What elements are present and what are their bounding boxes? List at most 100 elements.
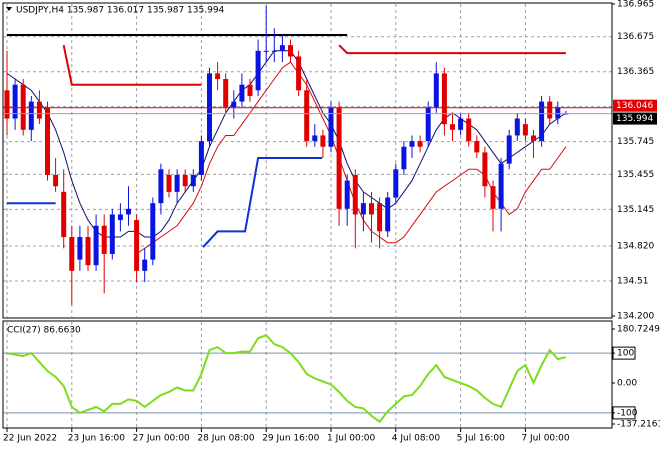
candle-body [36,101,42,119]
candle-body [506,135,512,164]
candle-body [53,174,59,187]
candle-body [498,163,504,209]
candle-body [77,237,83,260]
candle-body [85,237,91,266]
price-label-box [613,112,657,125]
candle-body [263,50,269,52]
level-box [612,346,636,360]
cci-frame [2,320,613,429]
candle-body [377,203,383,232]
candle-body [312,135,318,142]
candle-body [158,169,164,204]
candle-body [555,107,561,119]
x-tick-label: 5 Jul 16:00 [457,434,506,444]
candle-body [247,84,253,96]
symbol-marker [6,7,12,11]
candle-body [522,124,528,136]
candle-body [539,101,545,142]
y-tick-label: 136.965 [617,0,654,10]
candle-body [531,135,536,142]
candle-body [304,90,310,142]
candle-body [239,84,245,102]
level-box [612,406,636,420]
candle-body [288,45,293,57]
y-tick-label: 134.820 [617,242,654,252]
y-tick-label: 136.675 [617,32,654,42]
x-tick-label: 22 Jun 2022 [3,434,57,444]
price-label-box [613,99,657,112]
candle-body [393,169,399,198]
candle-body [458,118,464,130]
candle-body [142,259,148,271]
cci-line [6,334,567,424]
price-label: 135.994 [616,114,653,124]
x-tick-label: 29 Jun 16:00 [262,434,319,444]
candle-body [93,225,99,266]
y-tick-label: 134.200 [617,312,654,322]
y-tick-label: 0.00 [617,379,637,389]
candle-body [344,180,350,209]
y-tick-label: 180.7249 [617,325,660,335]
candle-body [401,146,407,170]
y-tick-label: 134.51 [617,277,649,287]
candle-body [425,107,431,142]
x-tick-label: 7 Jul 00:00 [521,434,570,444]
x-tick-label: 23 Jun 16:00 [68,434,125,444]
candle-body [69,237,75,271]
candle-body [61,191,67,238]
cci-title: CCI(27) 86.6630 [7,326,81,336]
x-tick-label: 4 Jul 08:00 [392,434,441,444]
candle-body [117,214,123,221]
x-tick-label: 1 Jul 00:00 [327,434,376,444]
level-line [62,44,202,86]
candle-body [166,174,172,192]
candle-body [328,107,334,147]
x-tick-label: 28 Jun 08:00 [197,434,254,444]
candle-body [352,174,358,215]
candle-body [441,73,447,125]
candle-body [279,45,285,51]
candle-body [150,203,156,260]
y-tick-label: 135.455 [617,170,654,180]
level-line [202,157,323,248]
y-tick-label: 135.745 [617,137,654,147]
candle-body [296,56,302,91]
candle-body [514,118,520,136]
price-label: 136.046 [616,101,653,111]
candle-body [360,203,366,215]
candle-body [182,174,188,187]
y-tick-label: -137.2161 [617,420,660,430]
candle-body [320,135,326,147]
candle-body [409,141,415,147]
candle-body [271,50,277,52]
y-tick-label: 100 [617,349,634,359]
candle-body [450,124,455,130]
level-line [338,44,566,55]
candle-body [482,152,488,187]
y-tick-label: -100 [617,408,638,418]
candle-body [12,84,18,119]
moving-average [6,50,567,238]
candle-body [223,79,229,108]
candle-body [126,208,131,215]
candle-body [101,225,107,254]
candle-body [190,174,196,187]
candle-body [109,214,115,254]
candle-body [28,101,34,130]
candle-body [255,50,261,91]
candle-body [174,174,180,192]
candle-body [466,118,472,142]
candle-body [231,101,237,108]
candle-body [134,220,140,271]
main-frame [2,2,613,319]
candle-body [215,73,221,80]
candle-body [547,101,553,119]
candle-body [45,107,50,175]
candle-body [474,141,480,153]
candle-body [433,73,439,108]
candle-body [198,141,204,175]
candle-body [336,107,342,209]
